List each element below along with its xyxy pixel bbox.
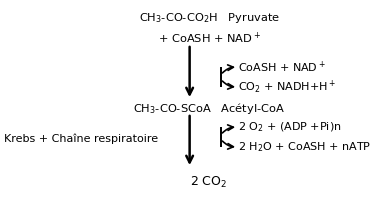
- Text: CH$_3$-CO-CO$_2$H   Pyruvate: CH$_3$-CO-CO$_2$H Pyruvate: [139, 11, 279, 25]
- Text: CO$_2$ + NADH+H$^+$: CO$_2$ + NADH+H$^+$: [238, 78, 336, 96]
- Text: 2 H$_2$O + CoASH + nATP: 2 H$_2$O + CoASH + nATP: [238, 140, 372, 154]
- Text: + CoASH + NAD$^+$: + CoASH + NAD$^+$: [158, 30, 260, 46]
- Text: CoASH + NAD$^+$: CoASH + NAD$^+$: [238, 59, 326, 75]
- Text: Krebs + Chaîne respiratoire: Krebs + Chaîne respiratoire: [4, 134, 158, 144]
- Text: 2 O$_2$ + (ADP +Pi)n: 2 O$_2$ + (ADP +Pi)n: [238, 120, 341, 134]
- Text: CH$_3$-CO-SCoA   Acétyl-CoA: CH$_3$-CO-SCoA Acétyl-CoA: [133, 100, 285, 116]
- Text: 2 CO$_2$: 2 CO$_2$: [190, 174, 228, 190]
